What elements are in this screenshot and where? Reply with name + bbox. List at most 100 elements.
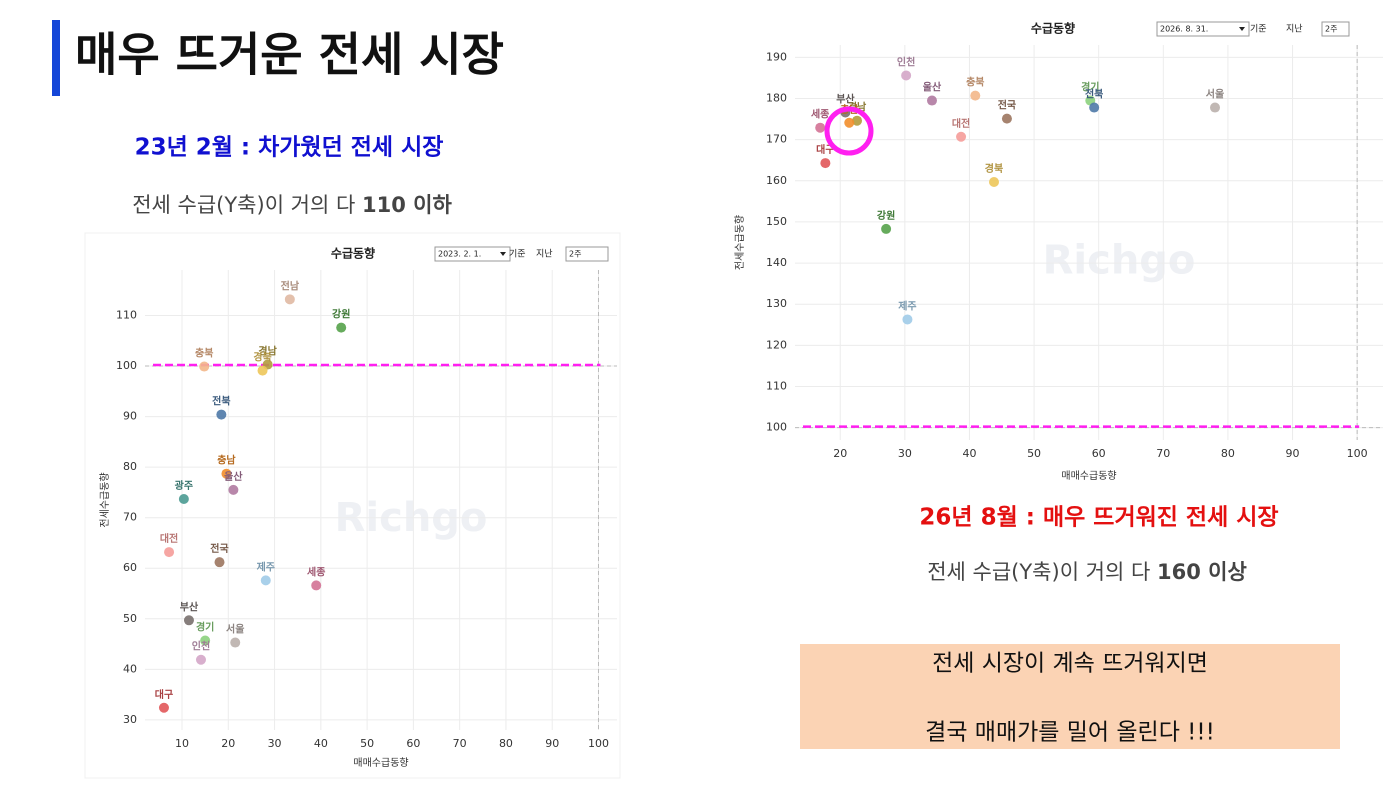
point-label: 강원	[877, 209, 895, 222]
y-tick-label: 100	[766, 421, 787, 434]
point	[881, 223, 892, 234]
x-tick-label: 100	[588, 737, 609, 750]
y-tick-label: 100	[116, 359, 137, 372]
x-tick-label: 90	[1286, 447, 1300, 460]
y-axis-label: 전세수급동향	[734, 215, 746, 270]
y-tick-label: 70	[123, 511, 137, 524]
point-label: 경기	[1081, 81, 1099, 94]
period-value: 2주	[569, 250, 581, 259]
y-tick-label: 40	[123, 662, 137, 675]
point-label: 울산	[923, 81, 942, 94]
x-tick-label: 20	[221, 737, 235, 750]
point	[901, 70, 912, 81]
point	[284, 294, 295, 305]
period-value: 2주	[1325, 25, 1337, 34]
point-label: 전북	[212, 395, 230, 408]
period-input[interactable]	[1321, 21, 1350, 37]
point	[844, 117, 855, 128]
note-bold: 110 이하	[362, 193, 452, 217]
x-tick-label: 100	[1347, 447, 1368, 460]
point-label: 서울	[226, 623, 244, 636]
date-select[interactable]	[434, 246, 511, 262]
point-label: 인천	[192, 640, 210, 653]
point-label: 제주	[257, 560, 275, 573]
x-tick-label: 30	[898, 447, 912, 460]
point	[815, 122, 826, 133]
point-label: 대전	[160, 532, 178, 545]
point	[852, 115, 863, 126]
point	[228, 484, 239, 495]
y-tick-label: 170	[766, 133, 787, 146]
left-note: 전세 수급(Y축)이 거의 다 110 이하	[132, 193, 452, 217]
x-tick-label: 90	[545, 737, 559, 750]
point	[260, 575, 271, 586]
point-label: 강원	[332, 308, 350, 321]
right-heading: 26년 8월 : 매우 뜨거워진 전세 시장	[919, 505, 1278, 531]
callout-line: 전세 시장이 계속 뜨거워지면	[932, 651, 1208, 677]
right-note: 전세 수급(Y축)이 거의 다 160 이상	[927, 560, 1247, 584]
x-tick-label: 70	[453, 737, 467, 750]
point-label: 제주	[898, 299, 916, 312]
point	[195, 654, 206, 665]
point	[956, 131, 967, 142]
point-label: 서울	[1206, 88, 1224, 101]
point-label: 세종	[811, 108, 829, 121]
x-tick-label: 10	[175, 737, 189, 750]
point	[336, 322, 347, 333]
date-value: 2023. 2. 1.	[438, 250, 481, 259]
select-arrow	[1239, 27, 1245, 31]
y-tick-label: 30	[123, 713, 137, 726]
x-tick-label: 50	[1027, 447, 1041, 460]
y-tick-label: 120	[766, 338, 787, 351]
point	[257, 365, 268, 376]
point-label: 전국	[210, 542, 228, 555]
point-label: 경북	[985, 162, 1003, 175]
y-tick-label: 140	[766, 256, 787, 269]
x-tick-label: 20	[833, 447, 847, 460]
point-label: 전남	[281, 279, 300, 292]
point	[926, 95, 937, 106]
x-tick-label: 80	[499, 737, 513, 750]
period-input[interactable]	[565, 246, 609, 262]
point	[199, 361, 210, 372]
point-label: 세종	[307, 565, 325, 578]
point	[1089, 102, 1100, 113]
point	[230, 637, 241, 648]
date-select[interactable]	[1156, 21, 1250, 37]
callout-box	[800, 644, 1340, 749]
note-bold: 160 이상	[1157, 560, 1247, 584]
point-label: 광주	[175, 480, 193, 492]
y-tick-label: 110	[116, 308, 137, 321]
point-label: 대구	[155, 688, 173, 701]
left-heading: 23년 2월 : 차가웠던 전세 시장	[135, 135, 444, 161]
point-label: 경남	[258, 345, 277, 358]
y-tick-label: 190	[766, 50, 787, 63]
note-text: 전세 수급(Y축)이 거의 다	[132, 193, 362, 217]
callout-line: 결국 매매가를 밀어 올린다 !!!	[925, 720, 1215, 746]
point-label: 경북	[253, 351, 271, 364]
slide-title: 매우 뜨거운 전세 시장	[75, 28, 504, 82]
point	[1210, 102, 1220, 113]
point-label: 울산	[224, 470, 243, 483]
x-tick-label: 30	[268, 737, 282, 750]
point	[178, 493, 189, 504]
period-label: 지난	[1286, 24, 1303, 35]
chart: 수급동향 2026. 8. 31. 기준 지난 2주 Richgo 20 30 40 50 60 70…	[734, 21, 1383, 482]
point-label: 충북	[966, 76, 984, 89]
point	[214, 557, 225, 568]
y-tick-label: 110	[766, 380, 787, 393]
x-tick-label: 70	[1156, 447, 1170, 460]
basis-label: 기준	[1250, 24, 1267, 35]
highlight-circle	[824, 106, 874, 156]
title-bar	[52, 20, 60, 96]
point-label: 전국	[998, 99, 1016, 112]
watermark: Richgo	[1043, 238, 1196, 284]
select-arrow	[500, 252, 506, 256]
point	[221, 468, 232, 479]
x-tick-label: 50	[360, 737, 374, 750]
point-label: 경기	[196, 621, 214, 634]
point	[158, 702, 169, 713]
chart-title: 수급동향	[1031, 21, 1075, 36]
point	[820, 158, 831, 169]
